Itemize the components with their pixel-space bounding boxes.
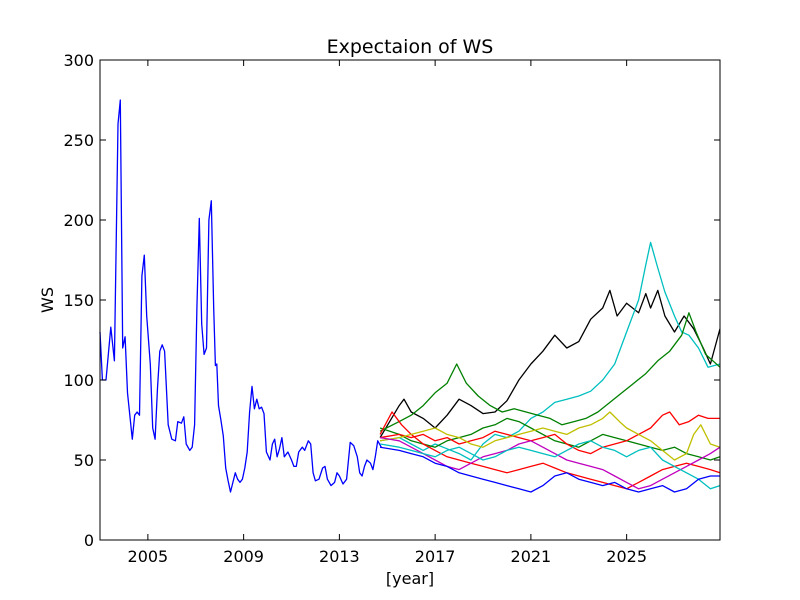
series-line-2 xyxy=(379,289,721,438)
x-axis: 2005 2009 2013 2017 2021 2025 xyxy=(128,60,647,566)
y-tick-label: 150 xyxy=(63,291,94,310)
series-line-5 xyxy=(379,417,721,461)
series-line-9 xyxy=(379,436,721,490)
x-axis-label: [year] xyxy=(386,569,434,588)
series-line-1 xyxy=(99,99,382,493)
x-tick-label: 2013 xyxy=(319,547,360,566)
y-axis-label: WS xyxy=(38,287,57,313)
series-line-7 xyxy=(379,411,720,455)
x-tick-label: 2025 xyxy=(606,547,647,566)
y-axis: 0 50 100 150 200 250 300 xyxy=(63,51,720,550)
chart-title: Expectaion of WS xyxy=(327,36,494,58)
x-tick-label: 2005 xyxy=(128,547,169,566)
y-tick-label: 250 xyxy=(63,131,94,150)
series-line-8 xyxy=(379,411,721,461)
series-layer xyxy=(99,99,721,493)
y-tick-label: 0 xyxy=(84,531,94,550)
x-tick-label: 2009 xyxy=(223,547,264,566)
plot-frame xyxy=(99,59,721,541)
y-tick-label: 300 xyxy=(63,51,94,70)
x-tick-label: 2021 xyxy=(511,547,552,566)
x-tick-label: 2017 xyxy=(415,547,456,566)
series-line-4 xyxy=(379,312,721,432)
series-line-6 xyxy=(379,411,721,490)
y-tick-label: 200 xyxy=(63,211,94,230)
y-tick-label: 50 xyxy=(74,451,94,470)
y-tick-label: 100 xyxy=(63,371,94,390)
series-line-11 xyxy=(379,446,720,493)
series-line-10 xyxy=(379,440,721,490)
